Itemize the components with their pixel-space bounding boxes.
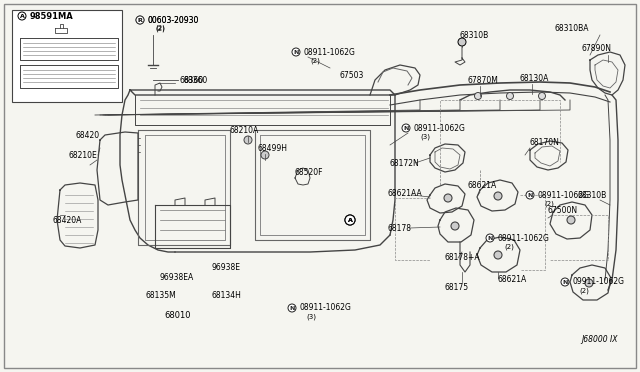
Circle shape — [345, 215, 355, 225]
Text: 67870M: 67870M — [468, 76, 499, 84]
Text: 68420: 68420 — [75, 131, 99, 140]
Circle shape — [261, 151, 269, 159]
Circle shape — [136, 16, 144, 24]
Text: 68010: 68010 — [164, 311, 191, 320]
Circle shape — [474, 93, 481, 99]
Text: A: A — [348, 218, 353, 222]
Circle shape — [288, 304, 296, 312]
Text: 98591MA: 98591MA — [30, 12, 74, 20]
Text: (2): (2) — [155, 25, 165, 31]
Text: (2): (2) — [544, 201, 554, 207]
Text: A: A — [20, 13, 24, 19]
Text: 00603-20930: 00603-20930 — [148, 16, 200, 25]
Text: R: R — [138, 17, 143, 22]
Text: (3): (3) — [306, 314, 316, 320]
Text: 09911-1062G: 09911-1062G — [573, 278, 625, 286]
Text: 68520F: 68520F — [295, 167, 323, 176]
Circle shape — [444, 194, 452, 202]
Text: 67503: 67503 — [340, 71, 364, 80]
Circle shape — [567, 216, 575, 224]
Text: 96938E: 96938E — [212, 263, 241, 273]
Text: 68134H: 68134H — [212, 291, 242, 299]
Text: 08911-1062G: 08911-1062G — [414, 124, 466, 132]
Text: N: N — [563, 279, 568, 285]
Circle shape — [486, 234, 494, 242]
Text: A: A — [348, 218, 353, 222]
Text: N: N — [289, 305, 294, 311]
Circle shape — [526, 191, 534, 199]
Text: 68621A: 68621A — [498, 276, 527, 285]
Text: 08911-1062G: 08911-1062G — [538, 190, 590, 199]
Text: 68170N: 68170N — [530, 138, 560, 147]
Text: 67500N: 67500N — [548, 205, 578, 215]
Text: 68360: 68360 — [180, 76, 204, 84]
Text: 68499H: 68499H — [258, 144, 288, 153]
Text: 68310BA: 68310BA — [555, 23, 589, 32]
Circle shape — [538, 93, 545, 99]
Text: 68621A: 68621A — [468, 180, 497, 189]
Text: 68210A: 68210A — [230, 125, 259, 135]
Text: 68360: 68360 — [183, 76, 207, 84]
Text: 00603-20930: 00603-20930 — [148, 16, 200, 25]
Text: 68310B: 68310B — [460, 31, 489, 39]
Circle shape — [136, 16, 144, 24]
Text: 68420A: 68420A — [52, 215, 81, 224]
Circle shape — [585, 279, 593, 287]
Text: 68130A: 68130A — [520, 74, 549, 83]
Text: 08911-1062G: 08911-1062G — [498, 234, 550, 243]
Text: 68175: 68175 — [445, 283, 469, 292]
Text: 68172N: 68172N — [390, 158, 420, 167]
Circle shape — [402, 124, 410, 132]
Text: 68135M: 68135M — [145, 291, 176, 299]
Circle shape — [345, 215, 355, 225]
Circle shape — [506, 93, 513, 99]
Text: R: R — [138, 17, 143, 22]
Text: N: N — [487, 235, 493, 241]
Text: 96938EA: 96938EA — [160, 273, 195, 282]
Text: 67890N: 67890N — [582, 44, 612, 52]
Text: 68310B: 68310B — [578, 190, 607, 199]
Circle shape — [451, 222, 459, 230]
Text: 68621AA: 68621AA — [388, 189, 423, 198]
Text: (2): (2) — [155, 26, 165, 32]
Circle shape — [18, 12, 26, 20]
Text: (2): (2) — [504, 244, 514, 250]
Circle shape — [458, 38, 466, 46]
Circle shape — [561, 278, 569, 286]
Text: (2): (2) — [579, 288, 589, 294]
Circle shape — [494, 192, 502, 200]
Circle shape — [244, 136, 252, 144]
Text: (2): (2) — [310, 58, 320, 64]
Text: J68000 IX: J68000 IX — [582, 336, 618, 344]
Text: N: N — [527, 192, 532, 198]
Text: (3): (3) — [420, 134, 430, 140]
Text: 68210E: 68210E — [68, 151, 97, 160]
Circle shape — [494, 251, 502, 259]
Text: N: N — [403, 125, 409, 131]
Text: 08911-1062G: 08911-1062G — [300, 304, 352, 312]
Text: 08911-1062G: 08911-1062G — [304, 48, 356, 57]
Text: N: N — [293, 49, 299, 55]
Bar — [12, 10, 122, 102]
Text: 68178: 68178 — [388, 224, 412, 232]
Text: 68178+A: 68178+A — [445, 253, 481, 263]
Circle shape — [292, 48, 300, 56]
